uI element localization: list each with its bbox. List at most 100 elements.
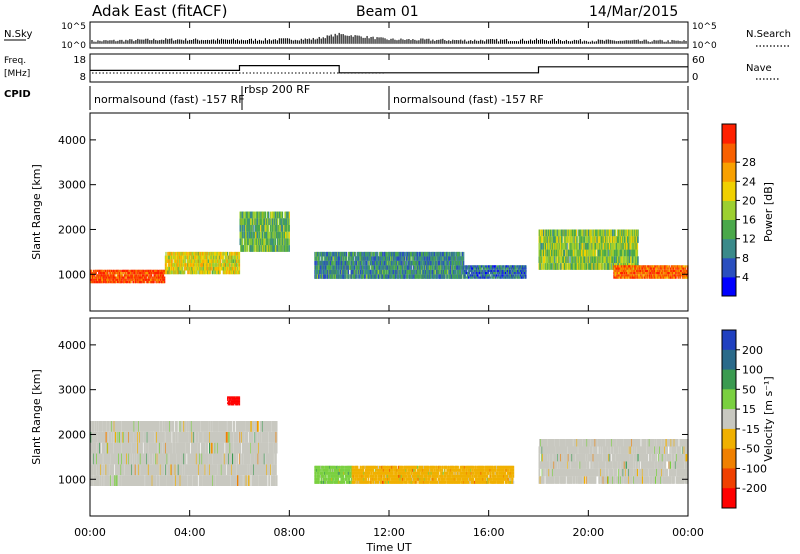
- heatmap-cell: [433, 260, 435, 266]
- heatmap-cell: [169, 251, 171, 256]
- heatmap-cell: [288, 225, 290, 232]
- heatmap-cell: [116, 272, 119, 275]
- heatmap-cell: [600, 229, 603, 237]
- heatmap-cell: [425, 256, 427, 261]
- heatmap-cell: [223, 251, 225, 256]
- heatmap-cell: [254, 238, 256, 246]
- heatmap-cell: [194, 259, 196, 263]
- heatmap-cell: [428, 251, 430, 257]
- heatmap-cell: [588, 229, 590, 237]
- heatmap-cell: [265, 231, 267, 239]
- heatmap-cell: [115, 281, 117, 284]
- heatmap-cell: [156, 276, 158, 279]
- heatmap-cell: [614, 236, 616, 243]
- heatmap-cell: [514, 274, 517, 277]
- heatmap-cell: [159, 272, 161, 275]
- heatmap-cell: [634, 269, 636, 272]
- heatmap-cell: [235, 255, 237, 260]
- heatmap-cell: [626, 242, 628, 250]
- heatmap-cell: [96, 281, 98, 284]
- heatmap-cell: [486, 272, 489, 275]
- heatmap-cell: [101, 281, 104, 284]
- heatmap-cell: [314, 251, 316, 257]
- heatmap-cell: [368, 274, 370, 279]
- heatmap-cell: [631, 272, 633, 275]
- heatmap-cell: [495, 272, 497, 275]
- heatmap-cell: [165, 251, 167, 256]
- heatmap-cell: [554, 256, 556, 263]
- heatmap-cell: [180, 270, 183, 275]
- heatmap-cell: [150, 276, 152, 279]
- heatmap-cell: [205, 263, 207, 267]
- heatmap-cell: [183, 259, 185, 263]
- heatmap-cell: [319, 251, 321, 257]
- heatmap-cell: [623, 236, 626, 243]
- heatmap-cell: [362, 251, 365, 257]
- heatmap-cell: [259, 211, 261, 219]
- heatmap-cell: [223, 270, 226, 275]
- heatmap-cell: [547, 229, 550, 237]
- heatmap-cell: [98, 272, 100, 275]
- cpid-row: CPID normalsound (fast) -157 RF rbsp 200…: [4, 83, 689, 110]
- heatmap-cell: [420, 256, 422, 261]
- heatmap-cell: [637, 229, 639, 237]
- heatmap-cell: [512, 265, 514, 268]
- heatmap-cell: [637, 272, 639, 275]
- heatmap-cell: [101, 278, 104, 281]
- heatmap-cell: [197, 255, 199, 260]
- heatmap-cell: [370, 274, 373, 279]
- heatmap-cell: [509, 269, 512, 272]
- heatmap-cell: [398, 251, 400, 257]
- heatmap-cell: [400, 265, 403, 270]
- heatmap-cell: [636, 242, 639, 250]
- heatmap-cell: [141, 272, 143, 275]
- heatmap-cell: [569, 242, 571, 250]
- cpid-segment-2: rbsp 200 RF: [244, 83, 310, 96]
- heatmap-cell: [602, 249, 604, 257]
- heatmap-cell: [405, 256, 408, 261]
- heatmap-cell: [332, 265, 335, 270]
- heatmap-cell: [135, 281, 137, 284]
- cpid-segment-3: normalsound (fast) -157 RF: [393, 93, 544, 106]
- heatmap-cell: [180, 255, 183, 260]
- heatmap-cell: [441, 251, 444, 257]
- heatmap-cell: [551, 263, 553, 270]
- heatmap-cell: [221, 266, 223, 271]
- heatmap-cell: [104, 269, 106, 272]
- heatmap-cell: [422, 269, 424, 275]
- heatmap-cell: [233, 259, 236, 263]
- heatmap-cell: [460, 256, 462, 261]
- heatmap-cell: [498, 265, 500, 268]
- heatmap-cell: [471, 267, 474, 270]
- heatmap-cell: [153, 269, 155, 272]
- heatmap-cell: [509, 265, 512, 268]
- heatmap-cell: [438, 256, 441, 261]
- heatmap-cell: [164, 272, 166, 275]
- heatmap-cell: [626, 272, 628, 275]
- heatmap-cell: [278, 218, 280, 225]
- heatmap-cell: [618, 236, 620, 243]
- heatmap-cell: [459, 251, 461, 257]
- heatmap-cell: [460, 265, 462, 270]
- heatmap-cell: [214, 255, 216, 260]
- heatmap-cell: [229, 255, 231, 260]
- heatmap-cell: [121, 274, 124, 277]
- heatmap-cell: [501, 272, 503, 275]
- heatmap-cell: [542, 249, 544, 257]
- heatmap-cell: [591, 242, 593, 250]
- heatmap-cell: [466, 265, 468, 268]
- heatmap-cell: [202, 263, 204, 267]
- heatmap-cell: [446, 251, 449, 257]
- heatmap-cell: [546, 229, 548, 237]
- heatmap-cell: [422, 274, 424, 279]
- heatmap-cell: [265, 211, 267, 219]
- heatmap-cell: [612, 249, 614, 257]
- heatmap-cell: [137, 276, 139, 279]
- heatmap-cell: [466, 269, 468, 272]
- heatmap-cell: [194, 259, 196, 263]
- heatmap-cell: [254, 231, 256, 239]
- heatmap-cell: [481, 272, 483, 275]
- heatmap-cell: [245, 238, 247, 246]
- heatmap-cell: [468, 269, 470, 272]
- heatmap-cell: [109, 269, 112, 272]
